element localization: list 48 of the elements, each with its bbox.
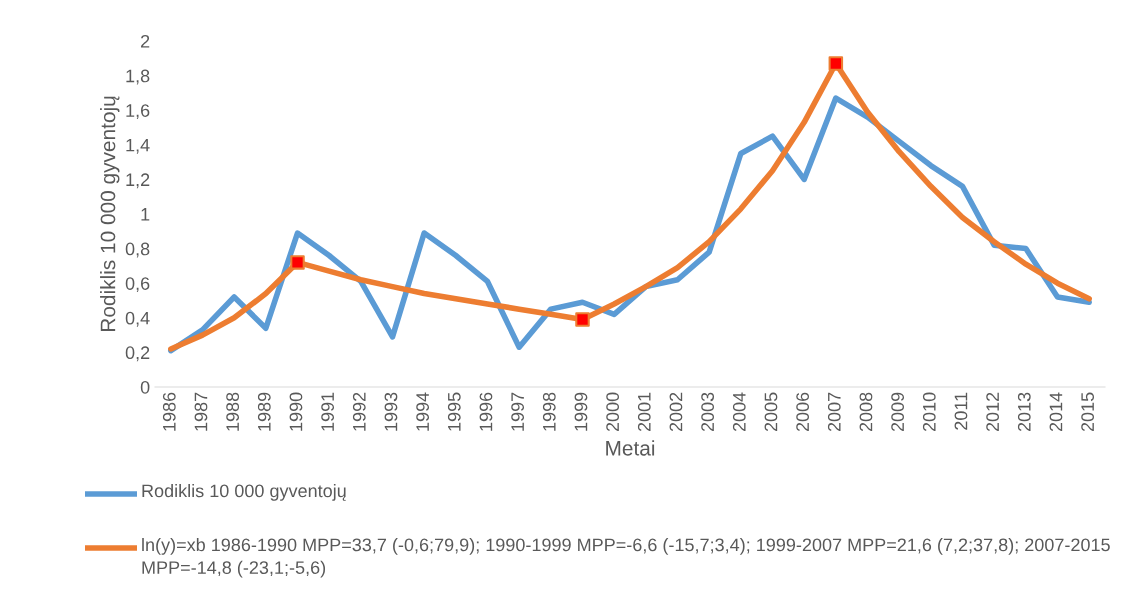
- x-tick-label: 2001: [637, 392, 651, 432]
- x-tick-label: 2006: [796, 392, 810, 432]
- x-tick-label: 2000: [606, 392, 620, 432]
- x-tick-label: 2014: [1049, 392, 1063, 432]
- x-tick-label: 1999: [574, 392, 588, 431]
- x-tick-label: 2005: [764, 392, 778, 432]
- y-tick-label: 0,2: [125, 346, 150, 362]
- y-tick-label: 0,6: [125, 277, 150, 293]
- x-tick-label: 1987: [194, 392, 208, 431]
- x-tick-label: 1991: [321, 392, 335, 431]
- y-tick-label: 1,8: [126, 69, 150, 85]
- x-tick-label: 2012: [986, 392, 1000, 432]
- x-tick-label: 1992: [352, 392, 366, 431]
- y-tick-label: 0,4: [125, 311, 150, 327]
- x-tick-label: 1998: [542, 392, 556, 431]
- x-tick-label: 2011: [954, 392, 968, 430]
- y-tick-label: 1,2: [126, 173, 150, 189]
- x-tick-label: 2008: [859, 392, 873, 432]
- x-tick-label: 1989: [257, 392, 271, 431]
- x-tick-label: 1990: [289, 392, 303, 431]
- y-tick-label: 1,6: [126, 104, 150, 120]
- x-tick-label: 1994: [416, 392, 430, 431]
- x-tick-label: 2004: [732, 392, 746, 432]
- x-tick-label: 2007: [827, 392, 841, 432]
- legend-label: ln(y)=xb 1986-1990 MPP=33,7 (-0,6;79,9); 1990-1999 MPP=-6,6 (-15,7;3,4); 1999-2007 MPP=21,6 (7,2;37,8); 2007-2015 MPP=-14,8 (-23,1;-5,6): [142, 538, 1110, 578]
- y-tick-label: 1: [141, 208, 150, 221]
- y-tick-label: 0: [140, 380, 150, 394]
- x-tick-label: 1988: [226, 392, 240, 431]
- x-tick-label: 2003: [701, 392, 715, 432]
- y-tick-label: 0,8: [125, 242, 150, 258]
- point: [828, 56, 844, 71]
- x-tick-label: 1993: [384, 392, 398, 431]
- x-tick-label: 2010: [922, 392, 936, 432]
- x-tick-label: 2002: [669, 392, 683, 432]
- x-tick-label: 1995: [447, 392, 461, 431]
- legend-label: Rodiklis 10 000 gyventojų: [142, 484, 346, 501]
- x-tick-label: 2013: [1017, 392, 1031, 432]
- y-tick-label: 1,4: [126, 138, 150, 154]
- x-axis-title: Metai: [606, 440, 655, 456]
- point: [575, 312, 590, 327]
- x-tick-label: 1997: [511, 392, 525, 431]
- y-axis-title: Rodiklis 10 000 gyventojų: [100, 96, 120, 331]
- point: [290, 255, 305, 270]
- x-tick-label: 2015: [1081, 392, 1095, 432]
- x-tick-label: 1986: [162, 392, 176, 431]
- x-tick-label: 1996: [479, 392, 493, 431]
- y-tick-label: 2: [141, 34, 150, 48]
- x-tick-label: 2009: [891, 392, 905, 432]
